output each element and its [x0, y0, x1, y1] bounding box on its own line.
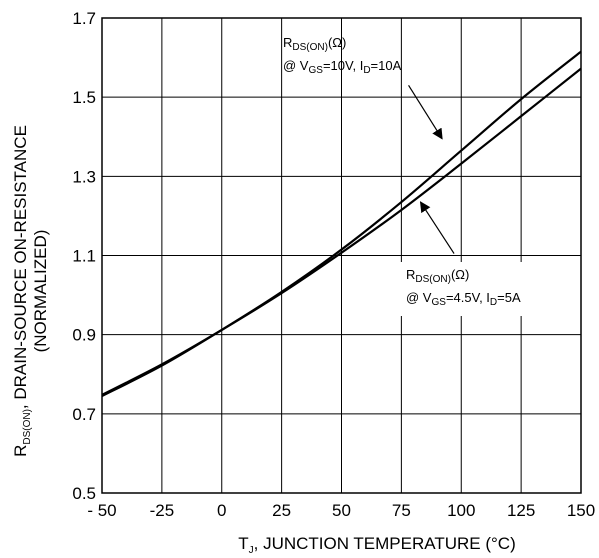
annotation-2-arrow — [419, 201, 455, 254]
x-tick-label: 100 — [447, 501, 475, 520]
x-tick-label: - 50 — [87, 501, 116, 520]
x-tick-label: 75 — [392, 501, 411, 520]
x-tick-label: 50 — [332, 501, 351, 520]
series-layer — [101, 50, 582, 398]
annotation-1-line2: @ VGS=10V, ID=10A — [283, 58, 402, 76]
y-tick-label: 1.7 — [72, 9, 96, 28]
x-tick-label: 25 — [272, 501, 291, 520]
y-tick-label: 0.5 — [72, 484, 96, 503]
x-tick-label: 0 — [217, 501, 226, 520]
y-axis-title-sub: DS(ON) — [22, 409, 33, 445]
y-tick-label: 1.1 — [72, 247, 96, 266]
y-tick-label: 1.3 — [72, 167, 96, 186]
y-tick-label: 0.9 — [72, 326, 96, 345]
annotation-2-background — [400, 262, 580, 316]
grid — [101, 17, 582, 494]
y-tick-label: 0.7 — [72, 405, 96, 424]
annotation-2: RDS(ON)(Ω) @ VGS=4.5V, ID=5A — [400, 201, 580, 316]
y-tick-label: 1.5 — [72, 88, 96, 107]
x-axis-title-sub: J — [249, 545, 254, 556]
x-tick-label: -25 — [150, 501, 175, 520]
plot-frame — [101, 17, 582, 494]
y-axis-title: RDS(ON), DRAIN-SOURCE ON-RESISTANCE (NOR… — [11, 125, 50, 457]
y-axis-title-line1: RDS(ON), DRAIN-SOURCE ON-RESISTANCE — [11, 125, 33, 457]
y-axis-title-line2: (NORMALIZED) — [31, 230, 50, 353]
annotation-2-line1: RDS(ON)(Ω) — [406, 267, 469, 285]
annotation-1-arrow — [408, 84, 443, 140]
y-axis-title-rest: , DRAIN-SOURCE ON-RESISTANCE — [11, 125, 30, 409]
x-tick-label: 150 — [567, 501, 595, 520]
y-tick-labels: 0.5 0.7 0.9 1.1 1.3 1.5 1.7 — [72, 9, 96, 503]
x-tick-label: 125 — [507, 501, 535, 520]
x-axis-title: TJ, JUNCTION TEMPERATURE (°C) — [238, 534, 516, 556]
x-tick-labels: - 50 -25 0 25 50 75 100 125 150 — [87, 501, 595, 520]
annotation-1: RDS(ON)(Ω) @ VGS=10V, ID=10A — [283, 35, 443, 140]
y-axis-title-r: R — [11, 445, 30, 457]
x-axis-title-main: T — [238, 534, 248, 553]
annotation-2-line2: @ VGS=4.5V, ID=5A — [406, 290, 521, 308]
series-line-2 — [101, 67, 582, 396]
annotation-1-line1: RDS(ON)(Ω) — [283, 35, 346, 53]
x-axis-title-rest: , JUNCTION TEMPERATURE (°C) — [254, 534, 516, 553]
